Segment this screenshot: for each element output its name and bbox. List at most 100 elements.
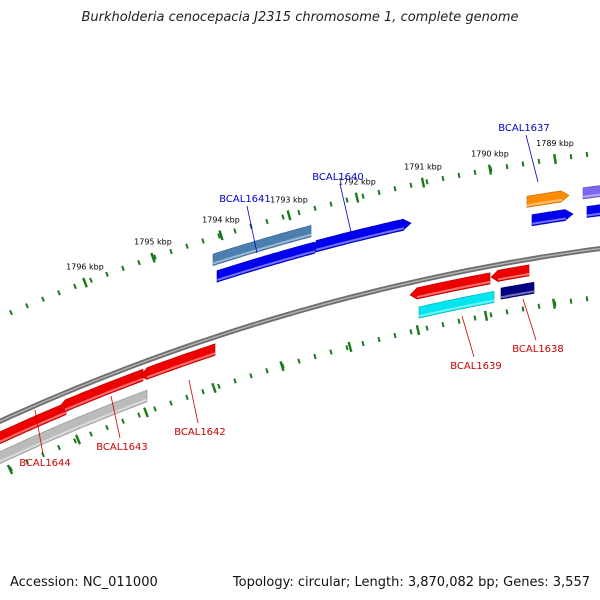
gene-cyan-gene[interactable] (418, 291, 495, 319)
scale-tick-label: 1792 kbp (338, 178, 376, 187)
gene-label-BCAL1640[interactable]: BCAL1640 (312, 172, 364, 233)
minor-tick (121, 265, 125, 272)
gene-highlight (64, 377, 144, 411)
minor-tick (313, 353, 317, 360)
minor-tick (361, 340, 365, 347)
gene-highlight (0, 398, 148, 463)
major-tick (552, 298, 556, 309)
major-tick (347, 341, 353, 353)
minor-tick (425, 325, 429, 331)
gene-BCAL1642[interactable] (139, 343, 216, 380)
gene-highlight (531, 217, 567, 225)
gene-BCAL1639[interactable] (409, 272, 491, 300)
minor-tick (137, 412, 141, 418)
minor-tick (409, 329, 413, 335)
inner-scale-ring (9, 296, 589, 472)
outer-scale-ring (9, 151, 589, 316)
minor-tick (73, 438, 77, 444)
minor-tick (105, 271, 109, 277)
gene-highlight (212, 233, 312, 265)
major-tick (143, 407, 149, 418)
minor-tick (201, 389, 205, 395)
scale-tick-1796-kbp: 1796 kbp (66, 263, 104, 288)
major-tick (487, 164, 493, 175)
major-tick (211, 382, 217, 394)
minor-tick (265, 218, 269, 225)
gene-label-BCAL1642[interactable]: BCAL1642 (174, 379, 226, 438)
gene-small-red-gene[interactable] (490, 264, 530, 282)
minor-tick (9, 309, 13, 316)
minor-tick (361, 193, 365, 199)
leader-line (188, 379, 199, 424)
gene-orange-gene[interactable] (526, 190, 570, 208)
minor-tick (217, 233, 221, 239)
gene-BCAL1638[interactable] (500, 281, 535, 300)
minor-tick (425, 179, 429, 185)
major-tick (420, 177, 426, 188)
minor-tick (233, 378, 237, 384)
scale-tick-1795-kbp: 1795 kbp (134, 238, 172, 263)
major-tick (553, 153, 557, 165)
minor-tick (217, 383, 221, 389)
minor-tick (297, 358, 301, 364)
leader-line (339, 183, 352, 233)
gene-grey-gene[interactable] (0, 389, 148, 468)
minor-tick (585, 296, 589, 302)
gene-highlight (586, 212, 600, 217)
scale-tick-1793-kbp: 1793 kbp (270, 195, 308, 221)
gene-label-text[interactable]: BCAL1637 (498, 123, 550, 134)
minor-tick (137, 259, 141, 266)
gene-label-text[interactable]: BCAL1638 (512, 344, 564, 355)
gene-label-BCAL1641[interactable]: BCAL1641 (219, 194, 271, 254)
major-tick (483, 310, 489, 321)
minor-tick (393, 186, 397, 192)
minor-tick (409, 182, 413, 188)
gene-label-BCAL1639[interactable]: BCAL1639 (450, 315, 502, 372)
minor-tick (169, 400, 173, 406)
minor-tick (457, 172, 461, 179)
minor-tick (505, 309, 509, 315)
gene-outer-teal-gene[interactable] (212, 225, 312, 267)
minor-tick (105, 424, 109, 431)
gene-highlight (418, 299, 495, 318)
minor-tick (537, 158, 541, 165)
gene-edge-blue-gene[interactable] (586, 204, 600, 218)
gene-arrow[interactable] (409, 272, 491, 300)
gene-label-text[interactable]: BCAL1643 (96, 442, 148, 453)
minor-tick (73, 283, 77, 290)
gene-label-text[interactable]: BCAL1644 (19, 458, 71, 469)
leader-line (110, 395, 121, 439)
minor-tick (41, 296, 45, 302)
gene-purple-gene[interactable] (582, 185, 600, 200)
gene-highlight (146, 352, 216, 379)
gene-BCAL1640[interactable] (315, 218, 412, 253)
minor-tick (393, 332, 397, 339)
gene-arrow[interactable] (139, 343, 216, 380)
minor-tick (505, 163, 509, 170)
gene-BCAL1637[interactable] (531, 209, 574, 227)
gene-label-BCAL1643[interactable]: BCAL1643 (96, 395, 148, 453)
minor-tick (345, 197, 349, 203)
gene-label-text[interactable]: BCAL1639 (450, 361, 502, 372)
gene-label-BCAL1644[interactable]: BCAL1644 (19, 409, 71, 469)
gene-label-text[interactable]: BCAL1641 (219, 194, 271, 205)
gene-label-text[interactable]: BCAL1642 (174, 427, 226, 438)
minor-tick (153, 406, 157, 412)
scale-tick-1789-kbp: 1789 kbp (536, 139, 574, 165)
backbone-ring-highlight (0, 247, 600, 423)
scale-tick-label: 1794 kbp (202, 215, 240, 224)
minor-tick (153, 254, 157, 260)
gene-label-BCAL1638[interactable]: BCAL1638 (512, 298, 564, 355)
gene-label-text[interactable]: BCAL1640 (312, 172, 364, 183)
minor-tick (185, 394, 189, 401)
gene-highlight (315, 227, 405, 251)
gene-label-BCAL1637[interactable]: BCAL1637 (498, 123, 550, 183)
gene-arrow[interactable] (490, 264, 530, 282)
scale-tick-label: 1790 kbp (471, 150, 509, 159)
minor-tick (585, 151, 589, 158)
scale-tick-label: 1796 kbp (66, 263, 104, 272)
major-tick (74, 434, 82, 445)
major-tick (218, 230, 224, 241)
